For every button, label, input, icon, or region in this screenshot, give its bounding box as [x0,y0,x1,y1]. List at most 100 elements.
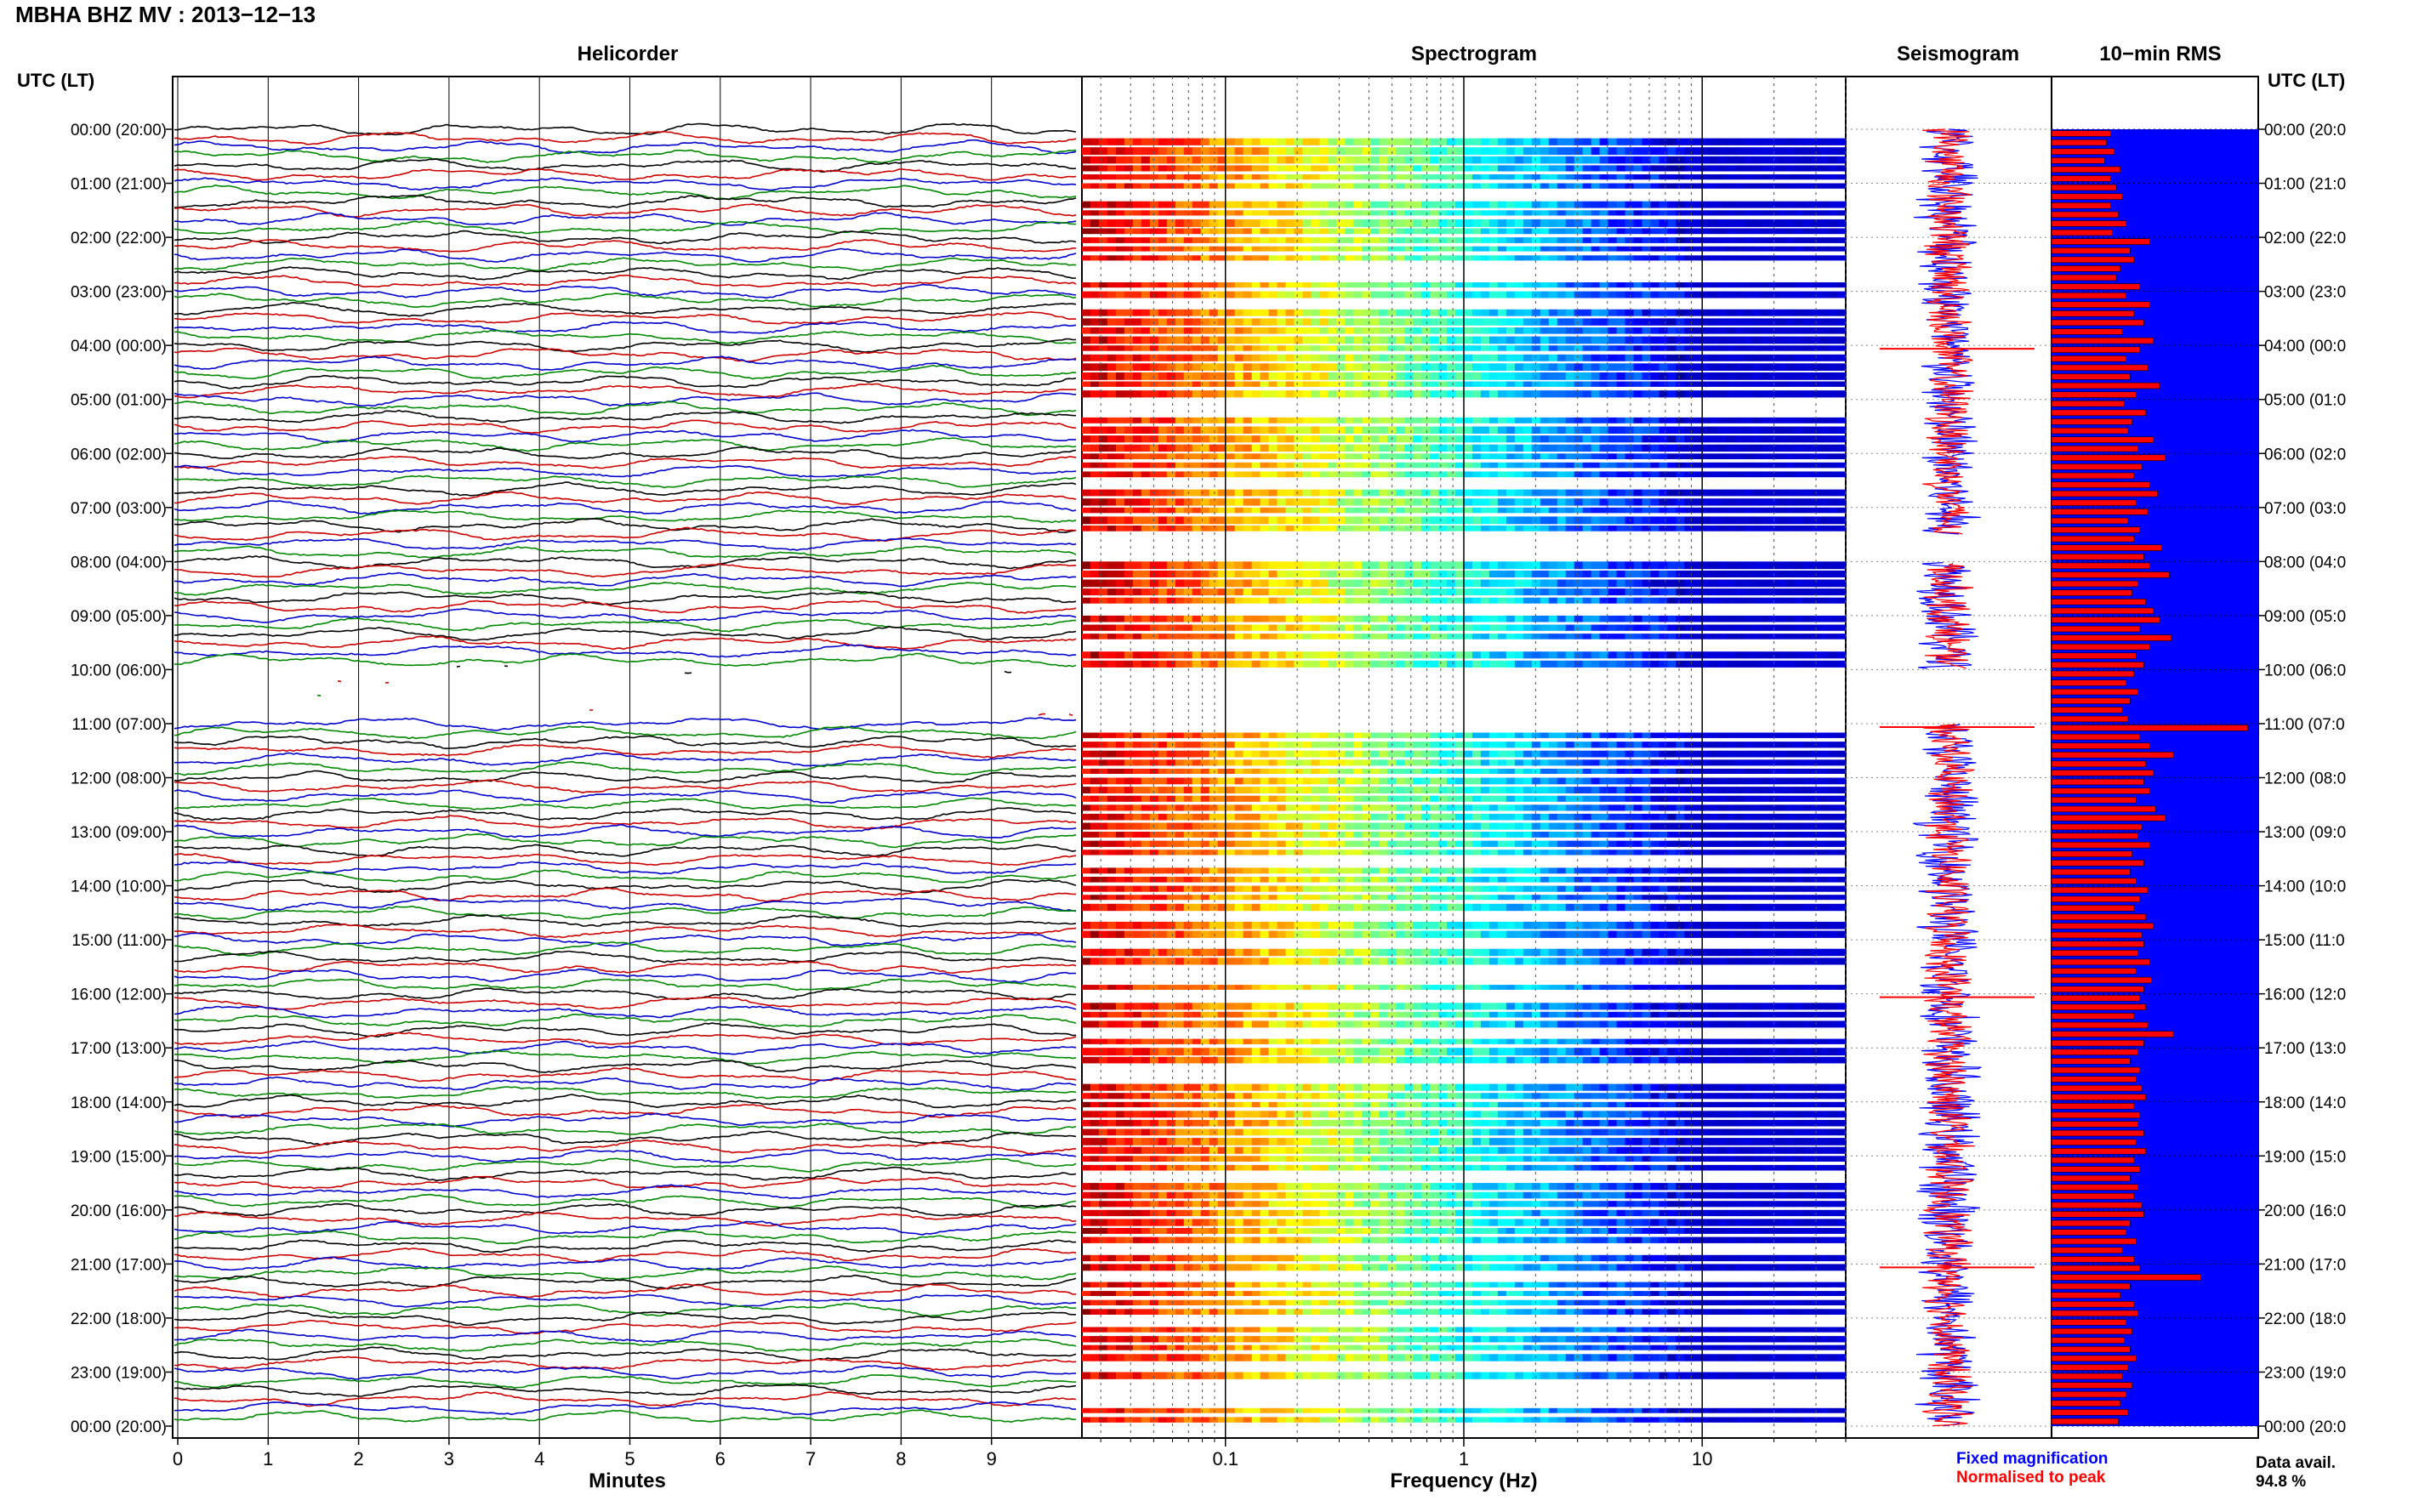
spectrogram-cell [1268,309,1278,316]
spectrogram-cell [1557,615,1567,622]
spectrogram-cell [1557,768,1567,774]
spectrogram-cell [1718,526,1727,531]
spectrogram-cell [1302,516,1312,525]
spectrogram-cell [1727,526,1736,531]
spectrogram-cell [1650,516,1660,525]
spectrogram-cell [1837,219,1847,227]
helicorder-trace [174,607,1077,623]
spectrogram-cell [1548,471,1558,478]
spectrogram-cell [1362,183,1371,189]
spectrogram-cell [1744,615,1753,622]
spectrogram-cell [1582,471,1592,478]
spectrogram-cell [1268,165,1278,172]
spectrogram-cell [1447,453,1456,459]
spectrogram-cell [1379,210,1388,216]
helicorder-trace [174,491,1077,506]
spectrogram-cell [1574,435,1584,443]
spectrogram-cell [1488,435,1499,443]
spectrogram-cell [1430,372,1439,380]
spectrogram-cell [1727,255,1736,261]
helicorder-trace [174,1265,1077,1281]
spectrogram-cell [1523,597,1533,604]
spectrogram-cell [1166,309,1176,316]
spectrogram-cell [1447,336,1456,344]
spectrogram-cell [1582,462,1592,469]
spectrogram-cell [1353,390,1363,398]
spectrogram-cell [1251,165,1261,172]
spectrogram-cell [1481,471,1490,478]
spectrogram-cell [1260,390,1270,398]
spectrogram-cell [1132,246,1142,252]
spectrogram-cell [1616,561,1626,570]
spectrogram-cell [1404,201,1414,208]
spectrogram-cell [1616,516,1626,525]
spectrogram-cell [1268,291,1278,298]
spectrogram-cell [1523,471,1533,478]
spectrogram-cell [1701,462,1710,469]
helicorder-trace [174,1086,1077,1100]
spectrogram-cell [1251,138,1261,145]
spectrogram-cell [1752,597,1762,604]
spectrogram-cell [1285,282,1295,288]
spectrogram-cell [1132,210,1142,216]
spectrogram-cell [1455,156,1465,164]
spectrogram-cell [1693,165,1702,172]
spectrogram-cell [1311,390,1320,398]
spectrogram-cell [1497,417,1507,423]
spectrogram-cell [1141,210,1151,216]
spectrogram-cell [1778,453,1787,459]
spectrogram-cell [1353,588,1363,596]
spectrogram-cell [1650,282,1660,288]
spectrogram-cell [1531,634,1541,639]
spectrogram-cell [1243,507,1253,514]
spectrogram-cell [1744,597,1753,604]
spectrogram-cell [1217,597,1227,604]
spectrogram-cell [1761,237,1770,243]
spectrogram-cell [1455,138,1465,145]
spectrogram-cell [1727,372,1736,380]
spectrogram-cell [1082,579,1091,588]
spectrogram-cell [1090,516,1100,525]
spectrogram-cell [1200,471,1210,478]
spectrogram-cell [1107,507,1117,514]
helicorder-trace [174,1013,1077,1027]
spectrogram-cell [1540,201,1550,208]
spectrogram-cell [1744,417,1753,423]
spectrogram-cell [1311,156,1320,164]
spectrogram-cell [1115,651,1125,659]
spectrogram-cell [1752,732,1762,738]
spectrogram-cell [1497,561,1507,570]
spectrogram-cell [1744,246,1753,252]
spectrogram-cell [1803,651,1813,659]
spectrogram-cell [1166,417,1176,423]
spectrogram-cell [1795,634,1804,639]
spectrogram-cell [1243,345,1253,351]
spectrogram-cell [1676,634,1685,639]
spectrogram-cell [1574,516,1584,525]
spectrogram-cell [1132,742,1142,748]
spectrogram-cell [1107,336,1117,344]
spectrogram-cell [1481,750,1490,758]
spectrogram-cell [1209,381,1219,387]
spectrogram-cell [1574,210,1584,216]
spectrogram-cell [1413,318,1422,326]
spectrogram-cell [1115,462,1125,469]
spectrogram-cell [1234,615,1244,622]
spectrogram-cell [1557,219,1567,227]
spectrogram-cell [1328,201,1337,208]
spectrogram-cell [1710,435,1719,443]
spectrogram-cell [1166,381,1176,387]
spectrogram-cell [1302,381,1312,387]
spectrogram-cell [1744,471,1753,478]
spectrogram-cell [1727,561,1736,570]
spectrogram-cell [1710,156,1719,164]
spectrogram-cell [1812,390,1821,398]
spectrogram-cell [1302,336,1312,344]
spectrogram-cell [1752,498,1762,506]
spectrogram-cell [1752,372,1762,380]
spectrogram-cell [1336,634,1346,639]
spectrogram-cell [1294,255,1303,261]
spectrogram-cell [1234,417,1244,423]
helicorder-trace [174,996,1077,1011]
spectrogram-cell [1421,462,1431,469]
